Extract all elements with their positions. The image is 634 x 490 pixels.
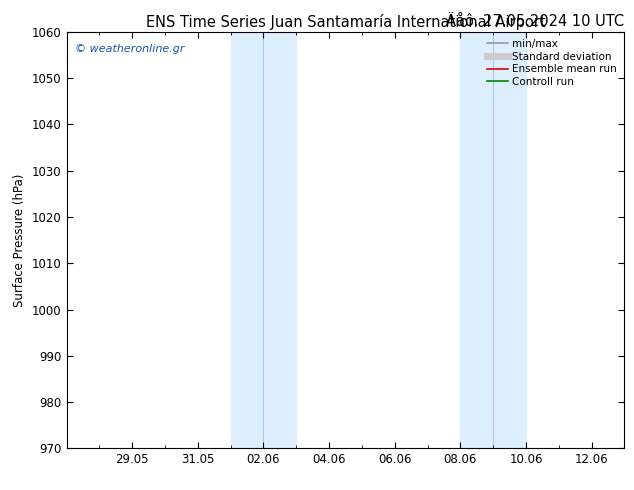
Text: © weatheronline.gr: © weatheronline.gr: [75, 44, 184, 54]
Bar: [231, 32, 296, 448]
Legend: min/max, Standard deviation, Ensemble mean run, Controll run: min/max, Standard deviation, Ensemble me…: [486, 37, 619, 89]
Text: ENS Time Series Juan Santamaría International Airport: ENS Time Series Juan Santamaría Internat…: [146, 14, 545, 30]
Y-axis label: Surface Pressure (hPa): Surface Pressure (hPa): [13, 173, 27, 307]
Text: Äåô. 27.05.2024 10 UTC: Äåô. 27.05.2024 10 UTC: [446, 14, 624, 29]
Bar: [460, 32, 526, 448]
